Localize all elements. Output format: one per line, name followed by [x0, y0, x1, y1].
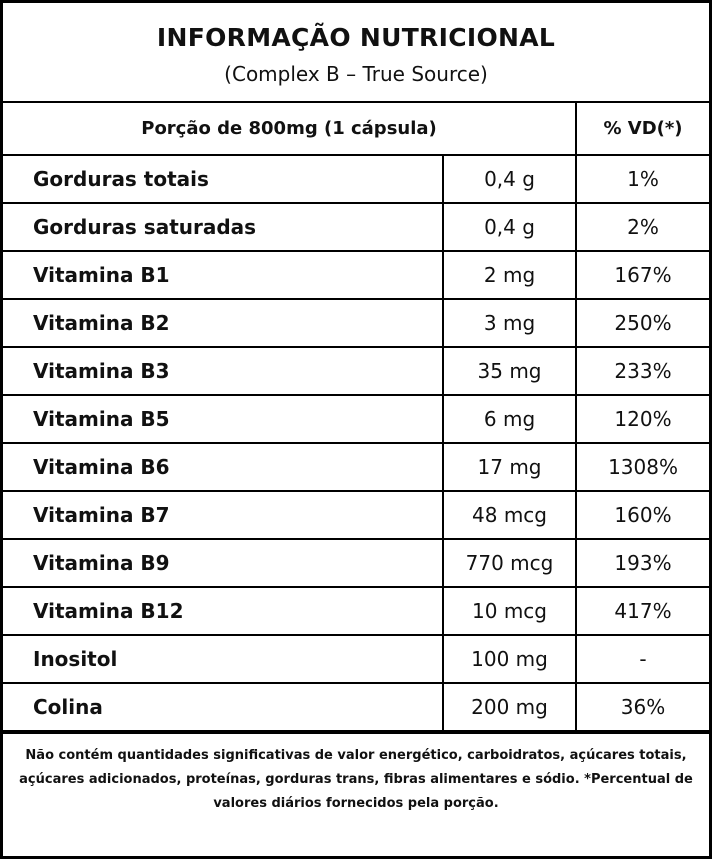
nutrient-name: Gorduras saturadas	[3, 202, 444, 252]
daily-value: 120%	[575, 394, 710, 444]
header-row: Porção de 800mg (1 cápsula) % VD(*)	[3, 103, 710, 156]
daily-value: 233%	[575, 346, 710, 396]
daily-value: 193%	[575, 538, 710, 588]
amount: 0,4 g	[441, 202, 578, 252]
nutrient-name: Vitamina B9	[3, 538, 444, 588]
nutrient-row: Vitamina B7 48 mcg 160%	[3, 490, 710, 540]
amount: 200 mg	[441, 682, 578, 732]
nutrient-row: Vitamina B12 10 mcg 417%	[3, 586, 710, 636]
nutrient-name: Gorduras totais	[3, 154, 444, 204]
portion-header: Porção de 800mg (1 cápsula)	[3, 103, 578, 156]
daily-value: -	[575, 634, 710, 684]
daily-value: 36%	[575, 682, 710, 732]
amount: 0,4 g	[441, 154, 578, 204]
amount: 48 mcg	[441, 490, 578, 540]
nutrient-name: Vitamina B12	[3, 586, 444, 636]
daily-value: 250%	[575, 298, 710, 348]
header: INFORMAÇÃO NUTRICIONAL (Complex B – True…	[3, 3, 709, 103]
nutrient-row: Vitamina B6 17 mg 1308%	[3, 442, 710, 492]
amount: 100 mg	[441, 634, 578, 684]
nutrient-row: Vitamina B9 770 mcg 193%	[3, 538, 710, 588]
nutrient-name: Vitamina B3	[3, 346, 444, 396]
nutrient-name: Colina	[3, 682, 444, 732]
footnote: Não contém quantidades significativas de…	[3, 732, 709, 856]
nutrient-row: Gorduras totais 0,4 g 1%	[3, 154, 710, 204]
table-body: Porção de 800mg (1 cápsula) % VD(*) Gord…	[3, 103, 710, 732]
amount: 35 mg	[441, 346, 578, 396]
subtitle: (Complex B – True Source)	[224, 62, 488, 86]
amount: 770 mcg	[441, 538, 578, 588]
nutrient-name: Inositol	[3, 634, 444, 684]
nutrient-name: Vitamina B7	[3, 490, 444, 540]
nutrition-table: Porção de 800mg (1 cápsula) % VD(*) Gord…	[3, 103, 710, 732]
nutrient-name: Vitamina B1	[3, 250, 444, 300]
daily-value: 1308%	[575, 442, 710, 492]
amount: 17 mg	[441, 442, 578, 492]
nutrient-row: Vitamina B1 2 mg 167%	[3, 250, 710, 300]
daily-value: 167%	[575, 250, 710, 300]
nutrient-row: Vitamina B5 6 mg 120%	[3, 394, 710, 444]
nutrient-row: Vitamina B2 3 mg 250%	[3, 298, 710, 348]
nutrient-row: Inositol 100 mg -	[3, 634, 710, 684]
amount: 6 mg	[441, 394, 578, 444]
nutrient-name: Vitamina B6	[3, 442, 444, 492]
daily-value: 2%	[575, 202, 710, 252]
nutrient-row: Vitamina B3 35 mg 233%	[3, 346, 710, 396]
vd-header: % VD(*)	[575, 103, 710, 156]
nutrient-row: Gorduras saturadas 0,4 g 2%	[3, 202, 710, 252]
amount: 10 mcg	[441, 586, 578, 636]
daily-value: 417%	[575, 586, 710, 636]
daily-value: 160%	[575, 490, 710, 540]
title: INFORMAÇÃO NUTRICIONAL	[156, 23, 556, 52]
amount: 2 mg	[441, 250, 578, 300]
nutrient-row: Colina 200 mg 36%	[3, 682, 710, 732]
nutrient-name: Vitamina B2	[3, 298, 444, 348]
daily-value: 1%	[575, 154, 710, 204]
nutrient-name: Vitamina B5	[3, 394, 444, 444]
amount: 3 mg	[441, 298, 578, 348]
